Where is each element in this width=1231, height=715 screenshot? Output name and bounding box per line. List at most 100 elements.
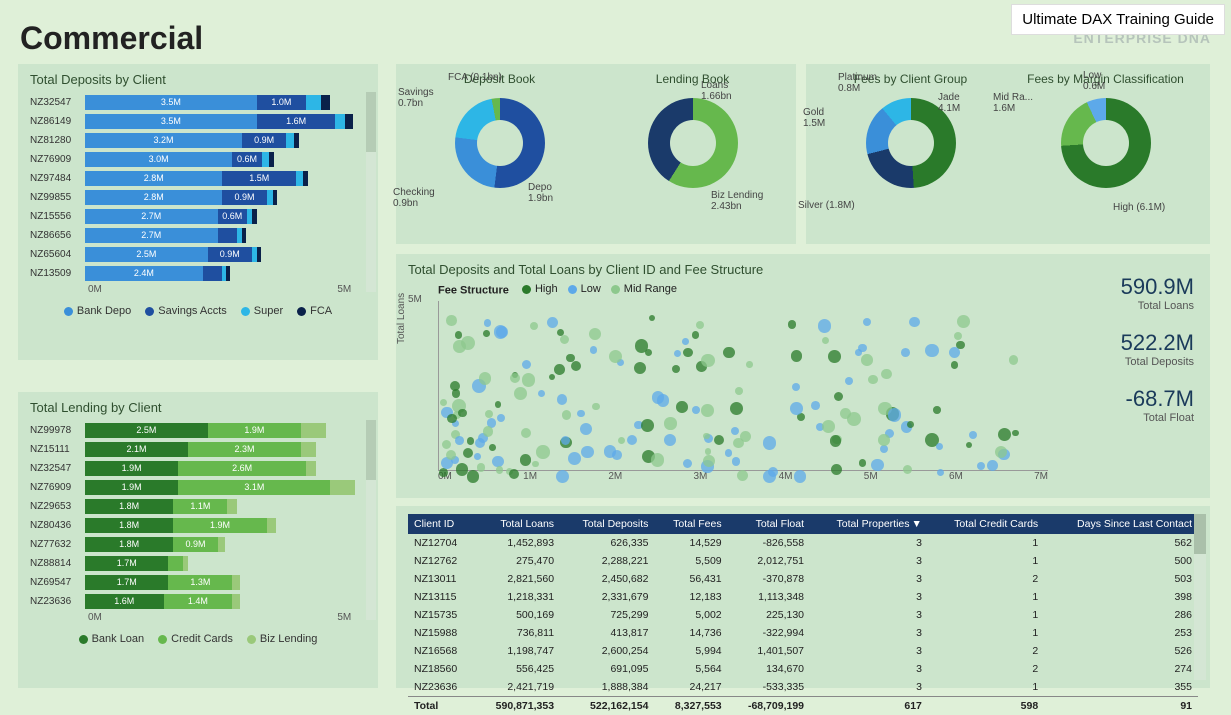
bar-row[interactable]: NZ866562.7M bbox=[30, 226, 366, 244]
bar-segment[interactable]: 2.7M bbox=[85, 209, 218, 224]
scatter-point[interactable] bbox=[907, 421, 914, 428]
scatter-point[interactable] bbox=[957, 315, 970, 328]
bar-segment[interactable] bbox=[232, 575, 239, 590]
bar-segment[interactable]: 0.9M bbox=[242, 133, 286, 148]
table-header[interactable]: Total Fees bbox=[654, 514, 727, 534]
scatter-point[interactable] bbox=[861, 354, 873, 366]
scatter-point[interactable] bbox=[674, 350, 681, 357]
scatter-point[interactable] bbox=[701, 354, 715, 368]
scatter-point[interactable] bbox=[442, 440, 451, 449]
scatter-point[interactable] bbox=[792, 383, 800, 391]
scatter-point[interactable] bbox=[881, 369, 892, 380]
bar-segment[interactable]: 2.6M bbox=[178, 461, 306, 476]
scatter-point[interactable] bbox=[903, 465, 912, 474]
bar-row[interactable]: NZ236361.6M1.4M bbox=[30, 592, 366, 610]
scatter-point[interactable] bbox=[863, 318, 871, 326]
scatter-point[interactable] bbox=[479, 372, 492, 385]
scatter-point[interactable] bbox=[1009, 355, 1019, 365]
scatter-point[interactable] bbox=[949, 347, 960, 358]
scatter-point[interactable] bbox=[676, 401, 688, 413]
scatter-point[interactable] bbox=[520, 454, 531, 465]
scatter-point[interactable] bbox=[651, 453, 665, 467]
scatter-point[interactable] bbox=[497, 414, 505, 422]
bar-segment[interactable] bbox=[227, 499, 237, 514]
donut-ring[interactable] bbox=[455, 98, 545, 188]
bar-segment[interactable]: 3.2M bbox=[85, 133, 242, 148]
bar-segment[interactable]: 0.9M bbox=[208, 247, 252, 262]
scatter-point[interactable] bbox=[485, 410, 493, 418]
bar-segment[interactable] bbox=[306, 95, 321, 110]
scatter-point[interactable] bbox=[878, 434, 890, 446]
bar-segment[interactable]: 1.8M bbox=[85, 537, 173, 552]
scatter-point[interactable] bbox=[549, 374, 556, 381]
scatter-legend-item[interactable]: Low bbox=[568, 283, 601, 295]
scatter-point[interactable] bbox=[692, 406, 700, 414]
scatter-point[interactable] bbox=[458, 409, 466, 417]
scatter-point[interactable] bbox=[998, 428, 1011, 441]
bar-segment[interactable]: 2.8M bbox=[85, 171, 222, 186]
bar-segment[interactable] bbox=[306, 461, 316, 476]
scatter-point[interactable] bbox=[657, 394, 670, 407]
bar-row[interactable]: NZ769091.9M3.1M bbox=[30, 478, 366, 496]
bar-row[interactable]: NZ695471.7M1.3M bbox=[30, 573, 366, 591]
scatter-point[interactable] bbox=[788, 320, 797, 329]
scatter-point[interactable] bbox=[692, 331, 700, 339]
deposit-book-donut[interactable]: Deposit BookDepo1.9bnChecking0.9bnSaving… bbox=[408, 72, 591, 222]
scatter-point[interactable] bbox=[871, 459, 883, 471]
bar-segment[interactable] bbox=[242, 228, 246, 243]
scatter-point[interactable] bbox=[581, 446, 594, 459]
bar-segment[interactable]: 3.0M bbox=[85, 152, 232, 167]
scatter-point[interactable] bbox=[489, 444, 496, 451]
legend-item[interactable]: Super bbox=[241, 305, 283, 317]
scatter-point[interactable] bbox=[730, 402, 743, 415]
scatter-point[interactable] bbox=[732, 457, 740, 465]
table-row[interactable]: NZ130112,821,5602,450,68256,431-370,8783… bbox=[408, 570, 1198, 588]
scatter-point[interactable] bbox=[733, 438, 743, 448]
scatter-point[interactable] bbox=[683, 459, 692, 468]
scatter-point[interactable] bbox=[450, 381, 460, 391]
bar-segment[interactable]: 2.7M bbox=[85, 228, 218, 243]
table-row[interactable]: NZ18560556,425691,0955,564134,67032274 bbox=[408, 660, 1198, 678]
scatter-point[interactable] bbox=[645, 349, 652, 356]
scatter-point[interactable] bbox=[453, 340, 465, 352]
scatter-point[interactable] bbox=[556, 470, 569, 483]
bar-segment[interactable]: 1.5M bbox=[222, 171, 296, 186]
scatter-point[interactable] bbox=[1012, 430, 1019, 437]
scatter-point[interactable] bbox=[933, 406, 941, 414]
bar-segment[interactable] bbox=[345, 114, 352, 129]
scatter-point[interactable] bbox=[811, 401, 820, 410]
scatter-point[interactable] bbox=[845, 377, 853, 385]
lending-scroll-thumb[interactable] bbox=[366, 420, 376, 480]
scatter-point[interactable] bbox=[966, 442, 972, 448]
scatter-point[interactable] bbox=[521, 428, 531, 438]
scatter-point[interactable] bbox=[475, 438, 485, 448]
scatter-point[interactable] bbox=[494, 325, 508, 339]
scatter-point[interactable] bbox=[455, 436, 464, 445]
bar-segment[interactable]: 1.7M bbox=[85, 575, 168, 590]
scatter-point[interactable] bbox=[446, 315, 456, 325]
scatter-point[interactable] bbox=[514, 387, 527, 400]
scatter-point[interactable] bbox=[618, 437, 626, 445]
scatter-point[interactable] bbox=[977, 462, 985, 470]
scatter-point[interactable] bbox=[701, 404, 714, 417]
table-header[interactable]: Client ID bbox=[408, 514, 475, 534]
bar-segment[interactable]: 1.8M bbox=[85, 518, 173, 533]
bar-segment[interactable]: 1.9M bbox=[85, 480, 178, 495]
scatter-point[interactable] bbox=[969, 431, 977, 439]
bar-row[interactable]: NZ812803.2M0.9M bbox=[30, 131, 366, 149]
scatter-point[interactable] bbox=[627, 435, 637, 445]
bar-segment[interactable]: 2.5M bbox=[85, 247, 208, 262]
scatter-point[interactable] bbox=[455, 331, 462, 338]
bar-segment[interactable]: 0.6M bbox=[232, 152, 261, 167]
bar-segment[interactable]: 1.9M bbox=[173, 518, 266, 533]
scatter-point[interactable] bbox=[484, 319, 491, 326]
bar-segment[interactable] bbox=[183, 556, 188, 571]
bar-segment[interactable] bbox=[252, 209, 257, 224]
bar-segment[interactable] bbox=[321, 95, 331, 110]
scatter-point[interactable] bbox=[580, 423, 592, 435]
scatter-point[interactable] bbox=[830, 435, 842, 447]
table-row[interactable]: NZ165681,198,7472,600,2545,9941,401,5073… bbox=[408, 642, 1198, 660]
scatter-point[interactable] bbox=[554, 364, 565, 375]
bar-row[interactable]: NZ769093.0M0.6M bbox=[30, 150, 366, 168]
bar-row[interactable]: NZ861493.5M1.6M bbox=[30, 112, 366, 130]
